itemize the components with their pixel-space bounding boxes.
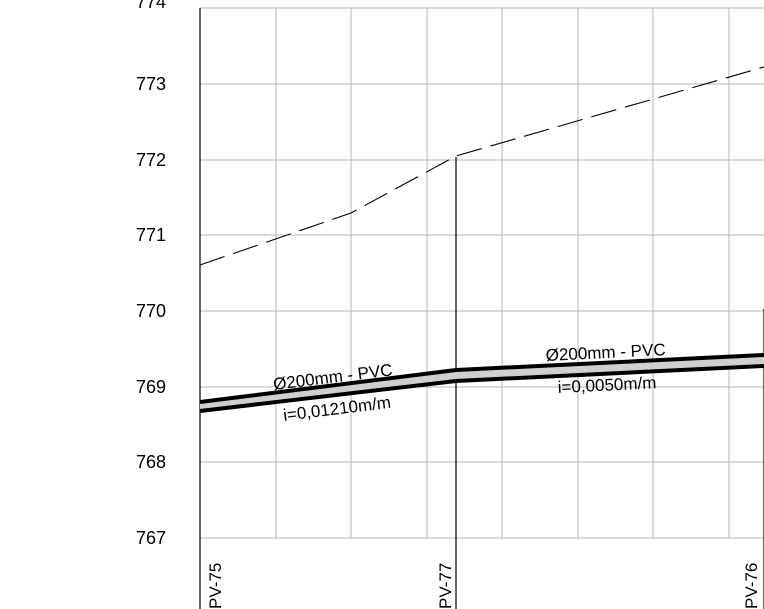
y-tick-label: 771	[136, 225, 166, 245]
y-tick-label: 772	[136, 150, 166, 170]
ground-profile-line	[199, 66, 764, 266]
y-tick-label: 769	[136, 377, 166, 397]
pipe-bottom-edge-2	[455, 364, 764, 383]
y-tick-label: 773	[136, 74, 166, 94]
y-tick-label: 767	[136, 528, 166, 548]
station-label-pv-77: PV-77	[436, 563, 455, 609]
y-tick-label: 774	[136, 0, 166, 12]
station-label-pv-76: PV-76	[742, 563, 761, 609]
pipe-top-edge-2	[455, 353, 764, 372]
y-tick-label: 770	[136, 301, 166, 321]
y-tick-label: 768	[136, 452, 166, 472]
pipe-bottom-edge-1	[199, 379, 457, 413]
vertical-grid	[275, 8, 730, 538]
slope-label-2: i=0,0050m/m	[557, 373, 657, 397]
pipe-segment-1	[200, 370, 456, 411]
horizontal-grid	[200, 7, 764, 539]
y-axis-ticks: 774 773 772 771 770 769 768 767	[136, 0, 166, 548]
pipe-top-edge-1	[199, 368, 457, 404]
station-label-pv-75: PV-75	[206, 563, 225, 609]
pipe-segment-2	[456, 355, 764, 381]
